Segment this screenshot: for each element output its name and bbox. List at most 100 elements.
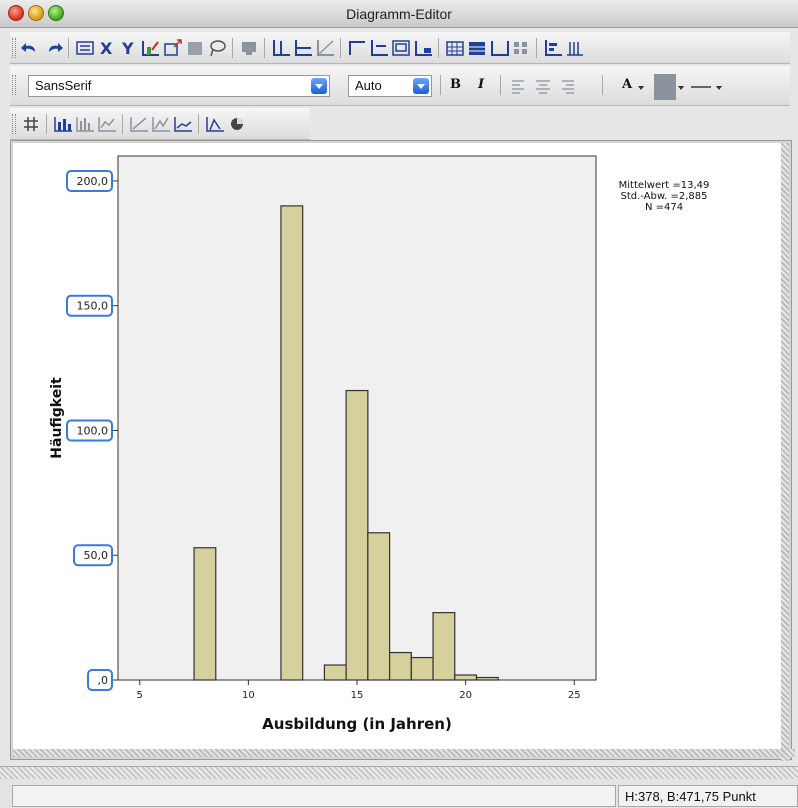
x-tick-label[interactable]: 5 [137,690,143,701]
y-tick-selection-box[interactable] [66,419,113,442]
histogram-bar[interactable] [454,674,478,681]
y-tick-selection-box[interactable] [87,669,113,691]
toolbar-separator [232,38,233,58]
data-labels-icon[interactable] [444,38,466,58]
chevron-down-icon[interactable] [413,78,429,94]
title-bar[interactable]: Diagramm-Editor [0,0,798,28]
undo-icon[interactable] [20,38,42,58]
y-tick-label[interactable]: 200,0 [77,175,109,188]
fill-color-swatch[interactable] [654,74,676,100]
fit-line-icon[interactable] [314,38,336,58]
chevron-down-icon[interactable] [676,77,686,97]
y-tick-layer: ,0 50,0 100,0 150,0 200,0 [66,169,118,691]
x-tick-label[interactable]: 25 [568,690,581,701]
font-family-select[interactable]: SansSerif [28,75,330,97]
scatter-icon[interactable] [128,114,150,134]
footnote-icon[interactable] [412,38,434,58]
y-tick-selection-box[interactable] [73,544,113,567]
explode-slice-icon[interactable] [204,114,226,134]
histogram-bar[interactable] [193,547,217,681]
redo-icon[interactable] [42,38,64,58]
y-tick-selection-box[interactable] [66,294,113,317]
svg-text:X: X [100,39,113,58]
toolbar-separator [122,114,123,134]
y-axis-title[interactable]: Häufigkeit [49,377,65,459]
histogram-chart[interactable]: ,0 50,0 100,0 150,0 200,0 5 10 15 20 25 Häufigke… [13,143,789,757]
error-bars-icon[interactable] [510,38,532,58]
close-window-button[interactable] [8,5,24,21]
y-tick-label[interactable]: 150,0 [77,300,109,313]
canvas-resize-edge-right[interactable] [781,143,789,761]
toolbar-separator [602,75,603,95]
grid-lines-icon[interactable] [466,38,488,58]
transpose-icon[interactable] [542,38,564,58]
toolbar-separator [68,38,69,58]
toolbar-separator [438,38,439,58]
histogram-bar[interactable] [432,612,456,681]
italic-button[interactable]: I [478,77,485,92]
canvas-resize-edge-bottom[interactable] [13,749,795,757]
toolbar-separator [46,114,47,134]
chart-size-icon[interactable] [162,38,184,58]
status-message [12,785,616,807]
clustered-bar-icon[interactable] [74,114,96,134]
chart-canvas[interactable]: ,0 50,0 100,0 150,0 200,0 5 10 15 20 25 Häufigke… [13,143,795,761]
properties-icon[interactable] [74,38,96,58]
y-axis-icon[interactable]: Y [118,38,140,58]
toolbar-grip[interactable] [12,114,16,134]
toolbar-grip[interactable] [12,38,16,58]
align-right-icon[interactable] [556,77,578,97]
lasso-icon[interactable] [206,38,228,58]
histogram-bar[interactable] [345,389,369,681]
x-tick-label[interactable]: 20 [459,690,472,701]
text-box-icon[interactable] [390,38,412,58]
align-left-icon[interactable] [508,77,530,97]
zoom-window-button[interactable] [48,5,64,21]
x-axis-icon[interactable]: X [96,38,118,58]
y-tick-label[interactable]: 50,0 [84,549,109,562]
histogram-bar[interactable] [388,651,412,681]
chevron-down-icon[interactable] [636,77,646,97]
align-center-icon[interactable] [532,77,554,97]
legend-icon[interactable] [238,38,260,58]
line-style-icon[interactable] [688,77,714,97]
chevron-down-icon[interactable] [311,78,327,94]
minimize-window-button[interactable] [28,5,44,21]
distribution-curve-icon[interactable] [488,38,510,58]
font-size-select[interactable]: Auto [348,75,432,97]
bold-button[interactable]: B [450,77,461,92]
y-tick-selection-box[interactable] [66,169,113,192]
x-tick-label[interactable]: 10 [242,690,255,701]
toolbar-grip[interactable] [12,75,16,95]
histogram-bar[interactable] [280,205,304,681]
interpolation-icon[interactable] [172,114,194,134]
y-tick-label[interactable]: ,0 [98,674,109,687]
grid-icon[interactable] [20,114,42,134]
scale-icon[interactable] [140,38,162,58]
histogram-bar[interactable] [367,532,391,681]
fill-icon[interactable] [184,38,206,58]
bar-options-icon[interactable] [564,38,586,58]
x-tick-label[interactable]: 15 [351,690,364,701]
bars-layer [193,205,499,681]
font-family-value: SansSerif [35,78,92,93]
histogram-bar[interactable] [323,664,347,681]
y-tick-label[interactable]: 100,0 [77,424,109,437]
annotation-icon[interactable] [368,38,390,58]
text-color-button[interactable]: A [622,77,633,92]
chevron-down-icon[interactable] [714,77,724,97]
title-icon[interactable] [346,38,368,58]
toolbar-separator [536,38,537,58]
line-chart-icon[interactable] [96,114,118,134]
pie-chart-icon[interactable] [226,114,248,134]
x-axis-title[interactable]: Ausbildung (in Jahren) [262,715,452,733]
bar-chart-icon[interactable] [52,114,74,134]
statistics-line: Mittelwert =13,49 [619,180,710,191]
area-chart-icon[interactable] [150,114,172,134]
toolbar-separator [500,75,501,95]
histogram-bar[interactable] [410,656,434,681]
x-tick-layer: 5 10 15 20 25 [137,680,581,701]
reference-line-y-icon[interactable] [292,38,314,58]
reference-line-x-icon[interactable] [270,38,292,58]
